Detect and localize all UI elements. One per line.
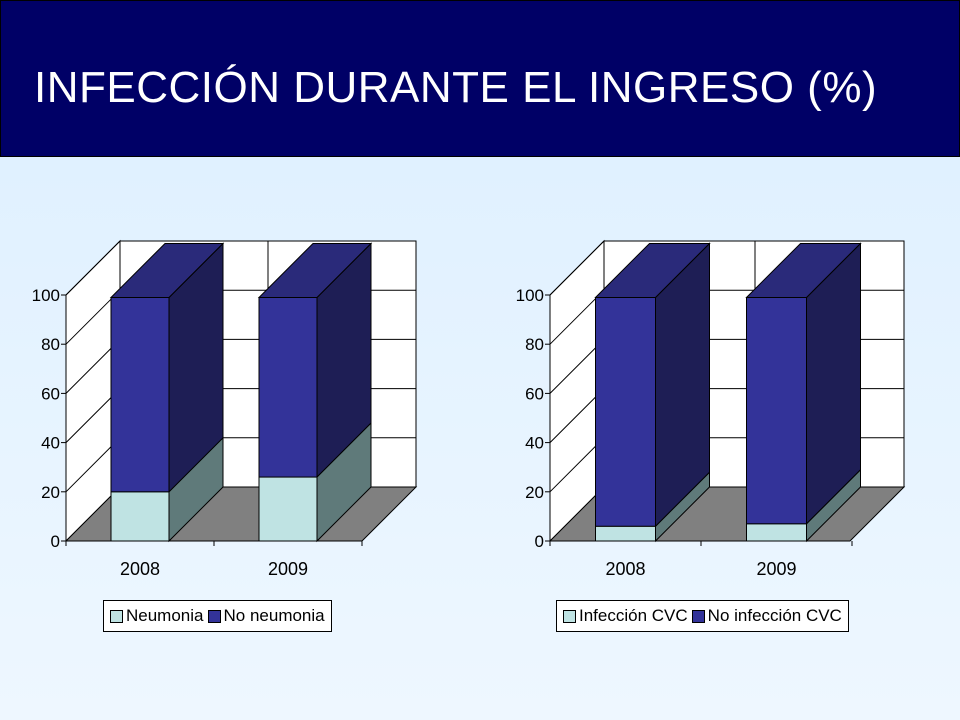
bar-front [110, 491, 170, 542]
y-tick-label: 100 [516, 286, 544, 305]
legend-swatch-icon [110, 609, 123, 623]
bar-front [746, 296, 807, 525]
bar-top [745, 242, 862, 298]
legend-swatch-icon [691, 609, 705, 623]
gridline [65, 240, 416, 296]
legend-label: Neumonia [126, 606, 204, 625]
x-tick-label: 2009 [268, 559, 308, 579]
legend-item-series-1: Infección CVC [563, 606, 688, 626]
chart-1: 0 20 40 60 80 100 2008 2009 [32, 239, 418, 579]
legend-item-series-2: No infección CVC [691, 606, 842, 626]
x-tick-label: 2009 [756, 559, 796, 579]
y-tick-label: 60 [525, 384, 544, 403]
bar-front [258, 476, 318, 542]
y-tick-label: 80 [525, 335, 544, 354]
gridline [549, 240, 904, 296]
legend-item-series-2: No neumonia [207, 606, 325, 626]
y-tick-label: 20 [525, 483, 544, 502]
bar-2008-series-2 [594, 242, 711, 528]
y-tick-label: 60 [41, 384, 60, 403]
bar-front [258, 296, 318, 478]
bar-2008-series-2 [109, 242, 225, 494]
legend-label: No neumonia [223, 606, 325, 625]
x-tick-label: 2008 [605, 559, 645, 579]
y-tick-label: 40 [525, 434, 544, 453]
bar-front [110, 296, 170, 493]
bar-top [257, 242, 373, 298]
bar-front [595, 296, 656, 527]
bar-2009-series-1 [258, 421, 372, 543]
y-tick-label: 0 [535, 532, 544, 551]
title-banner: INFECCIÓN DURANTE EL INGRESO (%) [0, 0, 960, 157]
bar-top [594, 242, 711, 298]
y-tick-label: 40 [41, 434, 60, 453]
legend-item-series-1: Neumonia [110, 606, 204, 626]
bar-top [109, 242, 225, 298]
legend-swatch-icon [563, 609, 576, 623]
bar-front [746, 523, 807, 542]
chart-2-legend: Infección CVC No infección CVC [556, 600, 849, 632]
chart-2: 0 20 40 60 80 100 2008 2009 [516, 239, 906, 579]
legend-label: Infección CVC [579, 606, 688, 625]
bar-front [595, 525, 656, 542]
y-tick-label: 20 [41, 483, 60, 502]
bar-2009-series-2 [257, 242, 373, 479]
y-tick-label: 80 [41, 335, 60, 354]
bar-2009-series-2 [745, 242, 862, 525]
chart-1-legend: Neumonia No neumonia [103, 600, 332, 632]
x-tick-label: 2008 [120, 559, 160, 579]
legend-swatch-icon [207, 609, 221, 623]
y-tick-label: 0 [51, 532, 60, 551]
y-tick-label: 100 [32, 286, 60, 305]
slide-title: INFECCIÓN DURANTE EL INGRESO (%) [34, 63, 878, 112]
legend-label: No infección CVC [707, 606, 842, 625]
